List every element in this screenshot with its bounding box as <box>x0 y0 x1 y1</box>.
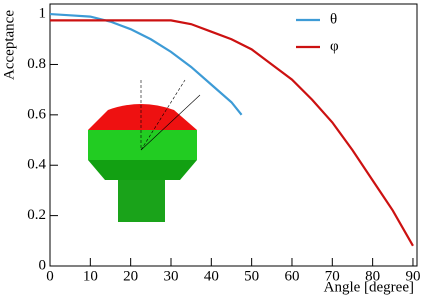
x-tick-label: 60 <box>284 268 299 284</box>
x-tick-label: 40 <box>204 268 219 284</box>
detector-inset <box>88 79 201 222</box>
y-axis-label: Acceptance <box>1 10 17 80</box>
line-series <box>49 12 243 116</box>
line-series <box>50 19 414 247</box>
x-tick-label: 90 <box>405 268 420 284</box>
y-tick-label: 0.2 <box>27 207 46 223</box>
x-tick-label: 20 <box>123 268 138 284</box>
x-tick-label: 30 <box>163 268 178 284</box>
x-axis-label: Angle [degree] <box>324 279 414 295</box>
y-tick-label: 0.4 <box>27 157 46 173</box>
y-tick-label: 1 <box>39 6 47 22</box>
x-tick-label: 50 <box>244 268 259 284</box>
legend-label: θ <box>330 11 337 27</box>
x-tick-label: 70 <box>325 268 340 284</box>
legend-label: φ <box>330 38 339 54</box>
x-tick-label: 10 <box>83 268 98 284</box>
frame <box>49 3 418 267</box>
y-tick-label: 0 <box>39 257 47 273</box>
x-tick-label: 80 <box>365 268 380 284</box>
y-tick-label: 0.8 <box>27 56 46 72</box>
y-tick-label: 0.6 <box>27 106 46 122</box>
x-tick-label: 0 <box>46 268 54 284</box>
